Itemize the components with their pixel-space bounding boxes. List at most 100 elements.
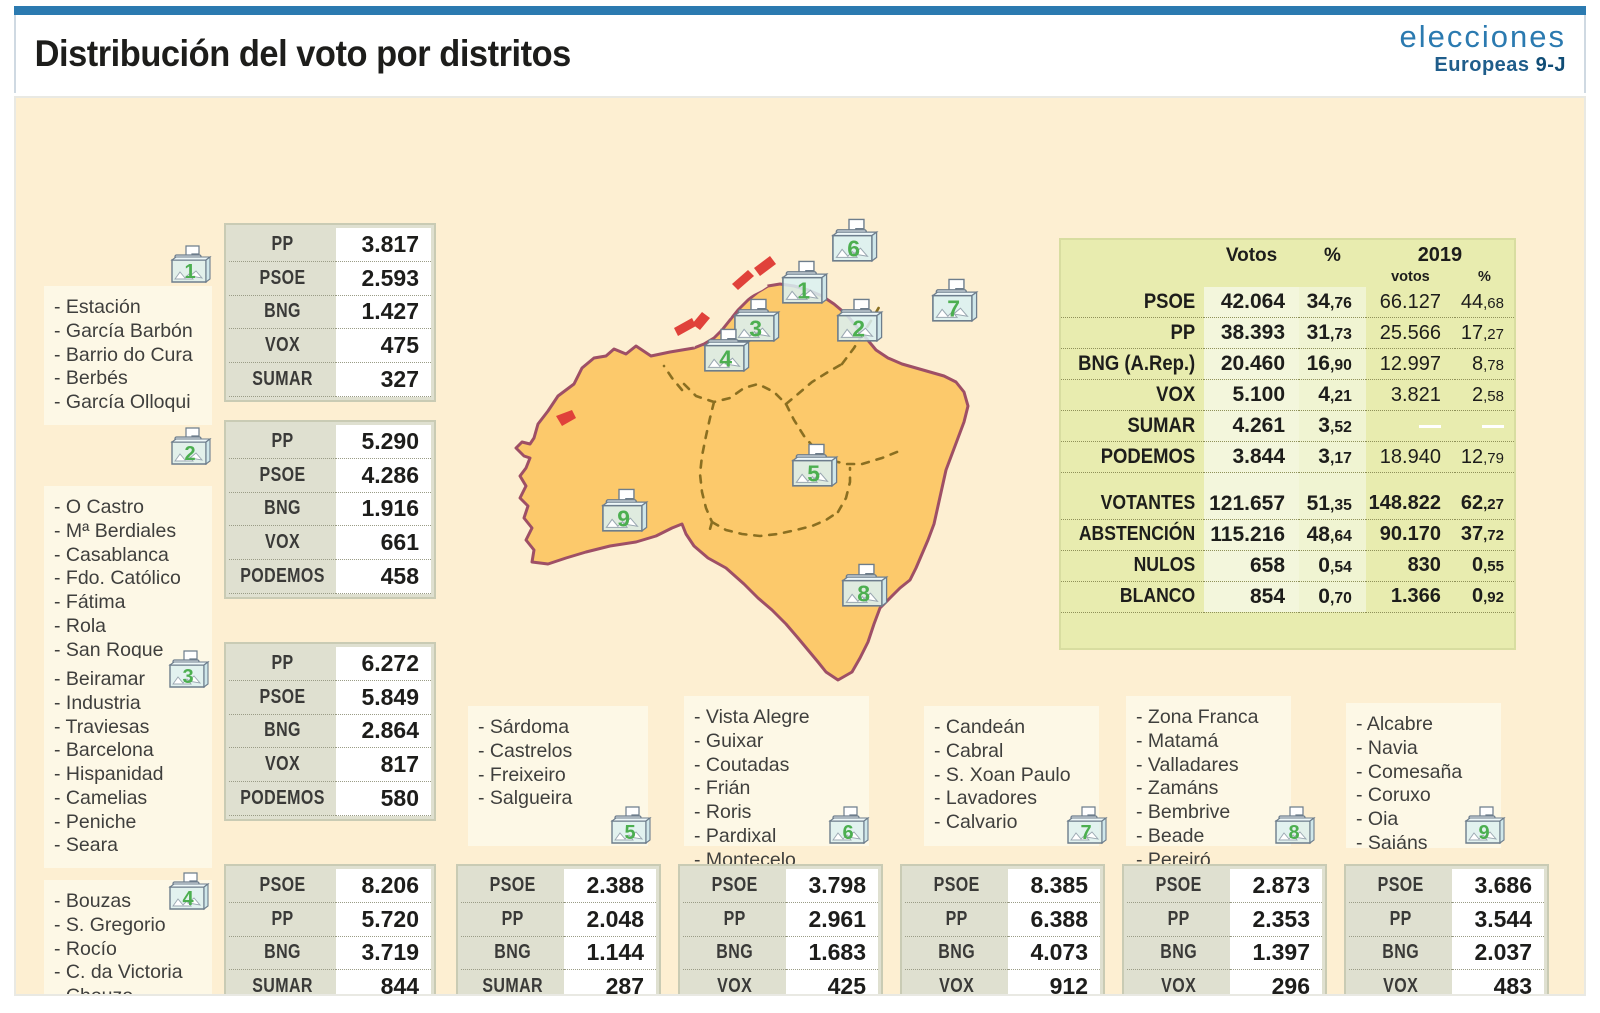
summary-row-pct: 3,17 — [1299, 441, 1366, 473]
summary-row-votes: 42.064 — [1204, 287, 1300, 318]
list-item: - Sárdoma — [478, 716, 570, 738]
summary-header-pct: % — [1324, 244, 1341, 266]
list-item: - Matamá — [1136, 729, 1219, 752]
party-name: VOX — [693, 969, 777, 994]
party-name: PP — [239, 228, 326, 262]
summary-row-label: BLANCO — [1078, 581, 1204, 613]
list-item: - Roris — [694, 801, 752, 824]
table-row: SUMAR 287 — [461, 969, 656, 994]
table-row: BNG (A.Rep.) 20.460 16,90 12.997 8,78 — [1061, 348, 1514, 380]
results-table: PSOE 3.798 PP 2.961 BNG 1.683 VOX 425 SU… — [683, 869, 878, 994]
table-row: VOX 661 — [229, 525, 431, 561]
party-name: VOX — [239, 747, 326, 783]
list-item: - S. Xoan Paulo — [934, 763, 1071, 786]
table-row: VOTANTES 121.657 51,35 148.822 62,27 — [1061, 488, 1514, 520]
party-name: PP — [239, 425, 326, 459]
table-row: PP 6.388 — [905, 902, 1100, 937]
party-name: PSOE — [693, 869, 777, 903]
table-row: VOX 483 — [1349, 969, 1544, 994]
ballot-box-icon-1: 1 — [166, 243, 212, 287]
party-votes: 2.864 — [336, 714, 431, 749]
party-votes: 2.048 — [564, 902, 656, 937]
summary-row-votes: 4.261 — [1204, 410, 1300, 442]
table-row: VOX 912 — [905, 969, 1100, 994]
district-1-hood-list: - Estación - García Barbón - Barrio do C… — [54, 296, 200, 415]
party-votes: 4.286 — [336, 458, 431, 493]
party-name: BNG — [1359, 936, 1443, 971]
map-ballot-marker-7[interactable]: 7 — [931, 278, 979, 323]
map-ballot-marker-4[interactable]: 4 — [703, 328, 751, 373]
party-name: BNG — [1137, 936, 1221, 971]
party-votes: 3.719 — [336, 936, 431, 971]
list-item: - Valladares — [1136, 753, 1239, 776]
party-votes: 425 — [786, 969, 878, 994]
party-name: PP — [693, 902, 777, 937]
svg-text:9: 9 — [617, 505, 630, 531]
ballot-box-icon-5: 5 — [606, 804, 652, 848]
map-ballot-marker-6[interactable]: 6 — [831, 218, 879, 263]
district-3-neighborhoods: - Beiramar - Industria - Traviesas - Bar… — [44, 658, 212, 869]
map-ballot-marker-8[interactable]: 8 — [841, 563, 889, 608]
summary-row-pct: 0,70 — [1299, 581, 1366, 613]
summary-row-pct: 0,54 — [1299, 550, 1366, 582]
party-name: PP — [1137, 902, 1221, 937]
table-row: PSOE 2.593 — [229, 261, 431, 296]
district-2-neighborhoods: - O Castro - Mª Berdiales - Casablanca -… — [44, 486, 212, 673]
svg-text:5: 5 — [624, 822, 635, 844]
party-votes: 1.144 — [564, 936, 656, 971]
summary-row-pct: 16,90 — [1299, 348, 1366, 380]
map-ballot-marker-2[interactable]: 2 — [836, 298, 884, 343]
map-ballot-marker-3[interactable]: 3 — [733, 298, 781, 343]
summary-row-old-pct: 37,72 — [1454, 519, 1514, 551]
svg-text:7: 7 — [1080, 822, 1091, 844]
list-item: - Beade — [1136, 824, 1205, 847]
party-name: BNG — [239, 295, 326, 330]
summary-row-votes: 121.657 — [1204, 488, 1300, 520]
party-name: VOX — [915, 969, 999, 994]
party-name: PP — [471, 902, 555, 937]
district-1-neighborhoods: - Estación - García Barbón - Barrio do C… — [44, 286, 212, 425]
spacer-cell — [1061, 473, 1204, 489]
party-votes: 844 — [336, 969, 431, 994]
party-name: PSOE — [239, 680, 326, 715]
table-row: PODEMOS 3.844 3,17 18.940 12,79 — [1061, 441, 1514, 473]
party-name: BNG — [239, 936, 326, 971]
list-item: - Traviesas — [54, 715, 150, 738]
summary-row-old-votes: 830 — [1365, 550, 1455, 582]
list-item: - Seara — [54, 834, 118, 857]
table-row: BNG 1.916 — [229, 492, 431, 527]
summary-row-votes: 5.100 — [1204, 379, 1300, 411]
table-row: VOX 817 — [229, 747, 431, 783]
list-item: - Alcabre — [1356, 713, 1433, 735]
table-row: BNG 2.037 — [1349, 936, 1544, 971]
table-row: PP 38.393 31,73 25.566 17,27 — [1061, 317, 1514, 349]
table-row: PP 3.817 — [229, 228, 431, 262]
summary-row-pct: 4,21 — [1299, 379, 1366, 411]
district-7-hood-list: - Candeán - Cabral - S. Xoan Paulo - Lav… — [934, 716, 1087, 835]
map-ballot-marker-1[interactable]: 1 — [781, 260, 829, 305]
party-votes: 1.397 — [1230, 936, 1322, 971]
list-item: - García Olloqui — [54, 391, 191, 414]
district-7-neighborhoods: - Candeán - Cabral - S. Xoan Paulo - Lav… — [924, 706, 1099, 846]
list-item: - Fátima — [54, 591, 126, 614]
summary-row-old-pct: 0,55 — [1454, 550, 1514, 582]
table-row: PSOE 2.388 — [461, 869, 656, 903]
list-item: - Zona Franca — [1136, 706, 1259, 728]
list-item: - Mª Berdiales — [54, 519, 177, 542]
table-row: VOX 425 — [683, 969, 878, 994]
table-row: VOX 296 — [1127, 969, 1322, 994]
district-3-hood-list: - Beiramar - Industria - Traviesas - Bar… — [54, 668, 200, 858]
district-1-results-table: PP 3.817 PSOE 2.593 BNG 1.427 VOX 475 SU… — [224, 223, 436, 402]
svg-text:9: 9 — [1478, 822, 1489, 844]
map-ballot-marker-9[interactable]: 9 — [601, 488, 649, 533]
list-item: - Frián — [694, 777, 751, 800]
summary-row-pct: 34,76 — [1299, 287, 1366, 318]
page-title: Distribución del voto por distritos — [34, 33, 572, 74]
list-item: - Camelias — [54, 786, 148, 809]
spacer-cell — [1366, 473, 1455, 489]
summary-row-label: BNG (A.Rep.) — [1078, 348, 1204, 380]
map-ballot-marker-5[interactable]: 5 — [791, 443, 839, 488]
party-votes: 458 — [336, 559, 431, 594]
table-row: SUMAR 327 — [229, 362, 431, 397]
